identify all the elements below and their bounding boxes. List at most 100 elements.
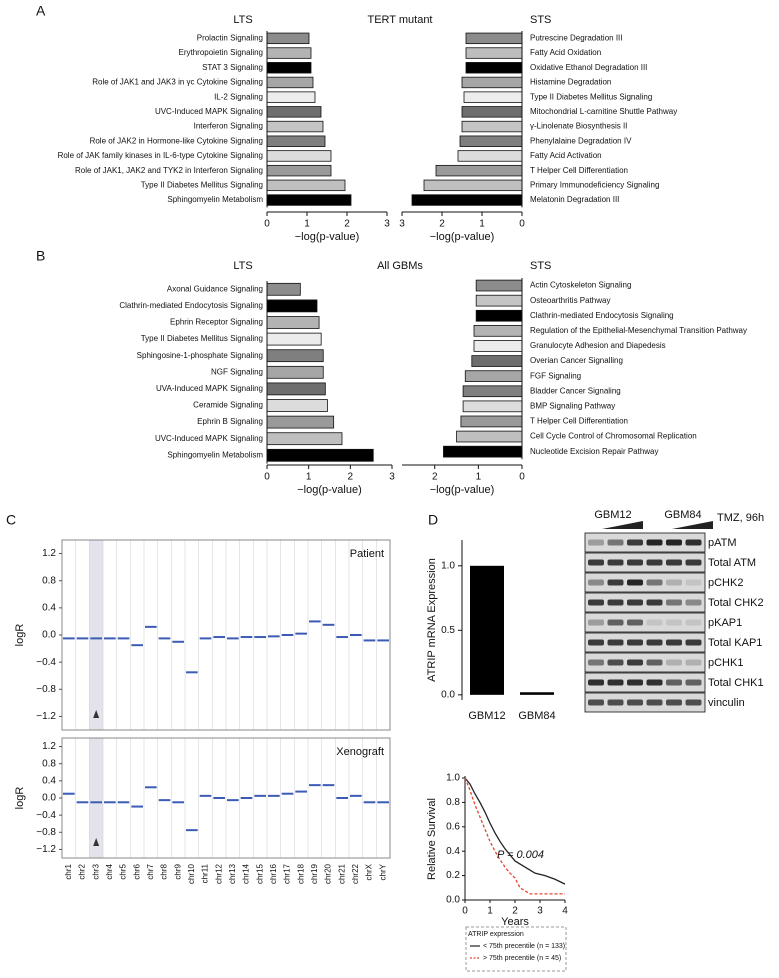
legend-title: ATRIP expression <box>468 931 524 938</box>
category-label: Nucleotide Excision Repair Pathway <box>530 447 659 456</box>
y-tick-label: −0.4 <box>36 657 56 668</box>
y-tick-label: 0.8 <box>446 797 460 808</box>
blot-band <box>666 639 682 646</box>
y-tick-label: 0.4 <box>446 846 460 857</box>
bar <box>473 325 523 337</box>
blot-band <box>588 699 604 706</box>
blot-band <box>607 699 624 706</box>
x-tick-label: 0 <box>519 472 525 483</box>
bar <box>470 565 504 695</box>
y-tick-label: 1.0 <box>446 773 460 784</box>
blot-band <box>607 559 624 566</box>
y-tick-label: −1.2 <box>36 844 56 855</box>
bar <box>462 400 523 413</box>
y-tick-label: 0.0 <box>441 689 455 700</box>
group-label: STS <box>530 260 551 272</box>
bar <box>266 282 301 296</box>
chart-title: All GBMs <box>377 260 423 272</box>
category-label: Regulation of the Epithelial-Mesenchymal… <box>530 326 747 335</box>
y-tick-label: 0.4 <box>42 602 56 613</box>
bar <box>460 415 523 428</box>
y-tick-label: 0.8 <box>42 575 56 586</box>
group-label: LTS <box>233 14 252 26</box>
panel-letter: C <box>6 512 16 528</box>
blot-band <box>588 559 604 566</box>
bar <box>475 309 523 322</box>
blot-strip <box>584 572 706 593</box>
x-tick-label: 4 <box>562 906 568 917</box>
bar <box>266 179 346 192</box>
bar <box>520 692 554 695</box>
category-label: Primary Immunodeficiency Signaling <box>530 180 659 189</box>
blot-label: Total KAP1 <box>708 637 762 649</box>
bar <box>266 316 320 329</box>
blot-group: GBM84 <box>664 509 701 521</box>
highlight-band <box>89 540 103 730</box>
blot-band <box>685 699 702 706</box>
category-label: Role of JAK family kinases in IL-6-type … <box>58 151 263 160</box>
category-label: Phenylalaine Degradation IV <box>530 136 632 145</box>
legend-box <box>465 926 567 972</box>
category-label: BMP Signaling Pathway <box>530 401 615 410</box>
bar <box>461 120 523 133</box>
blot-band <box>646 579 663 586</box>
category-label: Actin Cytoskeleton Signaling <box>530 281 631 290</box>
category-label: Bladder Cancer Signaling <box>530 386 621 395</box>
category-label: Osteoarthritis Pathway <box>530 296 610 305</box>
y-tick-label: 0.8 <box>42 758 56 769</box>
bar <box>266 91 316 103</box>
legend-label: > 75th precentile (n = 45) <box>483 955 561 962</box>
bar <box>266 194 352 206</box>
blot-band <box>666 619 682 626</box>
x-tick-label: chr13 <box>228 863 237 884</box>
x-axis-label: −log(p-value) <box>430 484 495 496</box>
x-tick-label: chr8 <box>160 863 169 879</box>
bar <box>266 382 326 396</box>
y-tick-label: 0.5 <box>441 625 455 636</box>
x-tick-label: 2 <box>432 472 438 483</box>
blot-band <box>607 599 624 606</box>
x-tick-label: chr6 <box>132 863 141 879</box>
category-label: Granulocyte Adhesion and Diapedesis <box>530 341 666 350</box>
blot-strip <box>584 612 706 633</box>
category-label: Overian Cancer Signalling <box>530 356 623 365</box>
bar <box>266 164 332 177</box>
x-axis-label: −log(p-value) <box>430 231 495 243</box>
bar <box>443 445 523 458</box>
y-tick-label: 0.6 <box>446 821 460 832</box>
bar <box>266 332 322 346</box>
bar <box>457 150 523 162</box>
x-tick-label: chr16 <box>269 863 278 884</box>
x-tick-label: chr9 <box>173 863 182 879</box>
y-tick-label: 0.0 <box>446 895 460 906</box>
x-tick-label: 1 <box>487 906 493 917</box>
category-label: Type II Diabetes Mellitus Signaling <box>141 334 263 343</box>
blot-band <box>685 599 702 606</box>
category-label: Fatty Acid Activation <box>530 151 602 160</box>
x-tick-label: 2 <box>512 906 518 917</box>
bar <box>463 91 523 103</box>
x-tick-label: GBM84 <box>518 710 555 722</box>
y-tick-label: 0.2 <box>446 870 460 881</box>
bar <box>475 279 523 292</box>
x-tick-label: 3 <box>389 472 395 483</box>
x-tick-label: 0 <box>264 219 270 230</box>
blot-band <box>666 559 682 566</box>
y-tick-label: 0.0 <box>42 793 56 804</box>
blot-band <box>588 539 604 546</box>
x-tick-label: chr5 <box>119 863 128 879</box>
x-tick-label: 1 <box>479 219 485 230</box>
blot-strip <box>584 552 706 573</box>
bar <box>464 370 523 382</box>
bar <box>266 150 332 162</box>
category-label: Ephrin B Signaling <box>197 417 263 426</box>
blot-band <box>588 659 604 666</box>
bar <box>462 385 523 398</box>
blot-band <box>646 639 663 646</box>
category-label: IL-2 Signaling <box>214 92 263 101</box>
blot-band <box>627 639 643 646</box>
x-tick-label: chrY <box>378 863 387 880</box>
blot-label: pKAP1 <box>708 617 742 629</box>
blot-band <box>685 619 702 626</box>
blot-strip <box>584 652 706 673</box>
